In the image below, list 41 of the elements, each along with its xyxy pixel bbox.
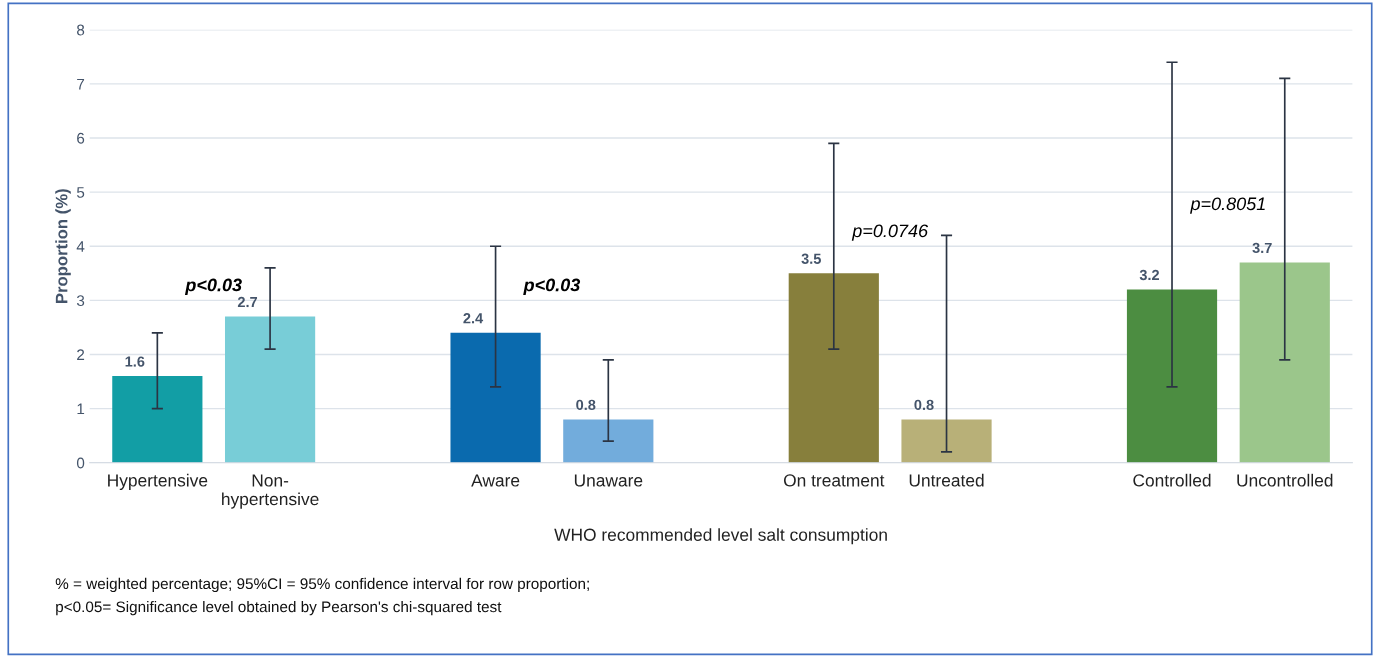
y-tick-label: 4 [76, 241, 85, 252]
data-label: 3.5 [801, 253, 821, 264]
annotation: p=0.8051 [1190, 197, 1265, 214]
annotation: p<0.03 [523, 278, 581, 295]
y-tick-label: 6 [77, 132, 85, 144]
data-label: 1.6 [125, 356, 145, 367]
x-axis-title: WHO recommended level salt consumption [554, 528, 887, 545]
data-label: 2.4 [463, 313, 484, 324]
data-label: 0.8 [576, 399, 596, 411]
x-tick-label: Aware [471, 474, 520, 487]
data-label: 3.2 [1139, 269, 1160, 281]
x-tick-label: Unaware [574, 474, 643, 487]
bar [112, 376, 203, 463]
annotation: p<0.03 [184, 278, 242, 295]
y-tick-label: 3 [76, 295, 85, 307]
x-tick-label: Hypertensive [108, 473, 208, 490]
y-tick-label: 2 [77, 349, 85, 360]
y-tick-label: 5 [76, 187, 85, 198]
x-tick-label: Untreated [909, 473, 984, 487]
y-tick-label: 0 [76, 457, 85, 469]
bar [224, 316, 316, 463]
bar [1126, 289, 1218, 463]
data-label: 2.7 [237, 296, 258, 308]
bar [788, 273, 879, 463]
y-tick-label: 8 [77, 24, 85, 36]
y-tick-label: 1 [77, 403, 85, 415]
data-label: 0.8 [914, 399, 934, 411]
x-tick-label: Non-hypertensive [222, 474, 319, 509]
x-tick-label: Uncontrolled [1237, 473, 1333, 487]
y-axis-title: Proportion (%) [55, 189, 71, 303]
bar [563, 419, 654, 463]
bar [450, 332, 541, 463]
bar [901, 419, 992, 463]
annotation: p=0.0746 [851, 224, 929, 241]
y-tick-label: 7 [77, 78, 85, 90]
x-tick-label: On treatment [783, 474, 885, 487]
x-tick-label: Controlled [1133, 473, 1211, 487]
text: p<0.05= Significance level obtained by Pearson's chi-squared test [56, 601, 502, 616]
text: % = weighted percentage; 95%CI = 95% confidence interval for row proportion; [55, 577, 589, 593]
bar [1239, 262, 1330, 463]
data-label: 3.7 [1252, 242, 1272, 254]
